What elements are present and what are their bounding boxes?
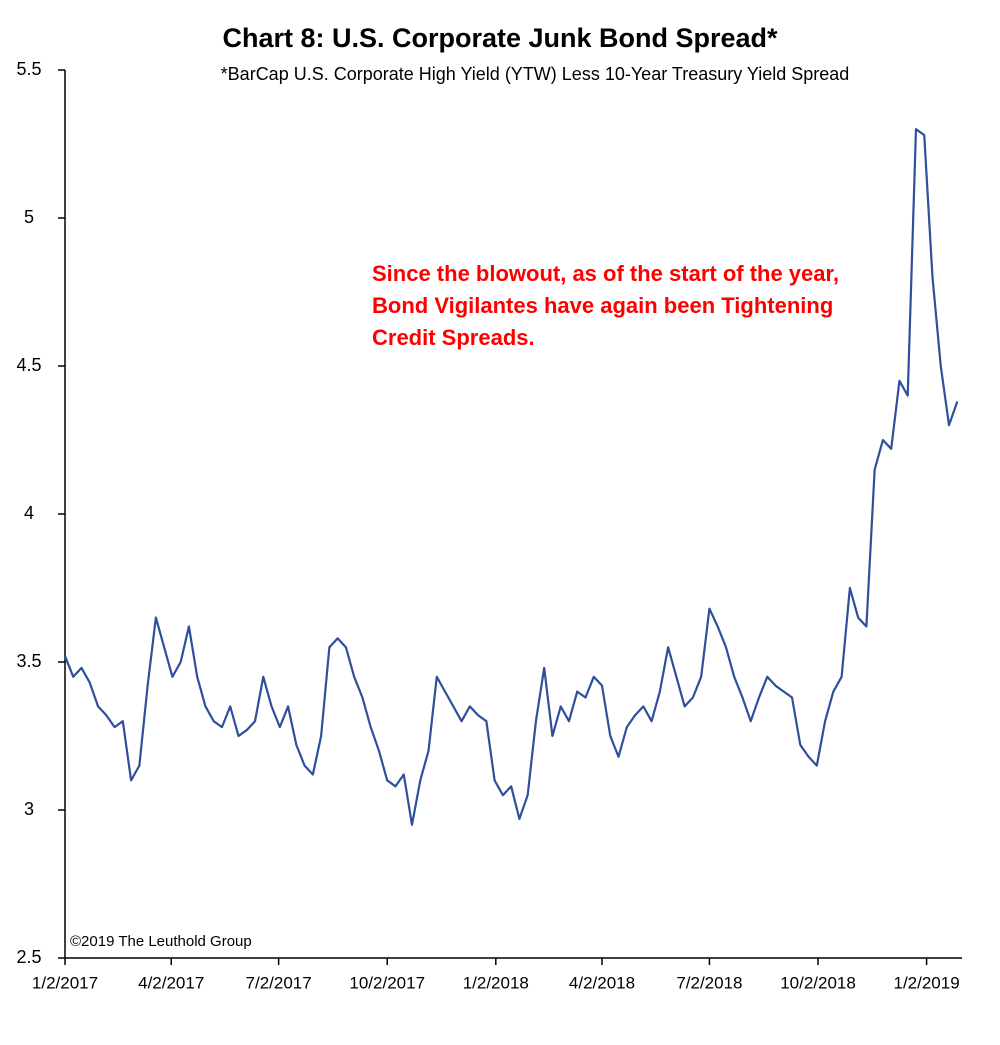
- x-tick-label: 7/2/2017: [246, 973, 312, 992]
- x-tick-label: 1/2/2019: [893, 973, 959, 992]
- x-tick-label: 1/2/2017: [32, 973, 98, 992]
- x-tick-label: 4/2/2018: [569, 973, 635, 992]
- y-tick-label: 3: [24, 799, 34, 819]
- y-tick-label: 3.5: [16, 651, 41, 671]
- y-tick-label: 5: [24, 207, 34, 227]
- source: ©2019 The Leuthold Group: [70, 933, 252, 950]
- y-tick-label: 2.5: [16, 947, 41, 967]
- x-tick-label: 4/2/2017: [138, 973, 204, 992]
- annotation: Since the blowout, as of the start of th…: [372, 261, 839, 350]
- x-tick-label: 10/2/2017: [349, 973, 425, 992]
- x-tick-label: 1/2/2018: [463, 973, 529, 992]
- x-tick-label: 10/2/2018: [780, 973, 856, 992]
- data-line: [63, 128, 959, 826]
- x-tick-label: 7/2/2018: [676, 973, 742, 992]
- y-tick-label: 4: [24, 503, 34, 523]
- y-tick-label: 5.5: [16, 59, 41, 79]
- chart-subtitle: *BarCap U.S. Corporate High Yield (YTW) …: [221, 64, 850, 84]
- y-tick-label: 4.5: [16, 355, 41, 375]
- chart-title: Chart 8: U.S. Corporate Junk Bond Spread…: [222, 23, 778, 53]
